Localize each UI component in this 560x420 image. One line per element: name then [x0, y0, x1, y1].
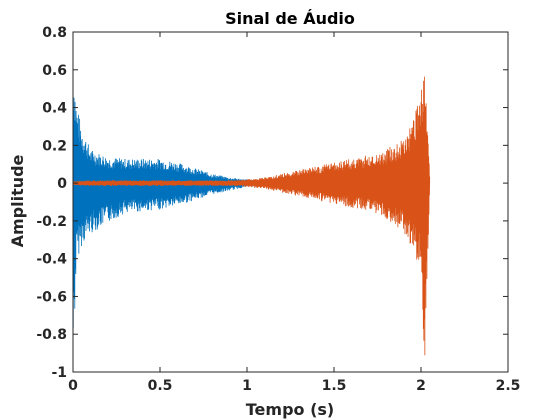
- y-tick-label: -0.4: [36, 252, 67, 268]
- plot-area: 0 0.5 1 1.5 2 2.5 -1 -0.8 -0.6 -0.4 -0.2 0 0.2 0.4 0.…: [36, 25, 520, 394]
- y-tick-label: -0.8: [36, 327, 67, 343]
- x-axis: 0 0.5 1 1.5 2 2.5: [68, 32, 520, 394]
- x-tick-label: 2.5: [496, 378, 521, 394]
- series-layer: [72, 76, 431, 356]
- series-2-waveform: [72, 76, 431, 356]
- x-tick-label: 0: [68, 378, 78, 394]
- x-tick-label: 1.5: [322, 378, 347, 394]
- y-tick-label: -1: [51, 365, 67, 381]
- x-tick-label: 1: [242, 378, 252, 394]
- axes-frame: [72, 31, 509, 373]
- y-tick-label: 0.6: [42, 63, 67, 79]
- chart-title: Sinal de Áudio: [225, 9, 355, 28]
- y-tick-label: 0.8: [42, 25, 67, 41]
- x-axis-label: Tempo (s): [246, 400, 334, 419]
- y-tick-label: 0.2: [42, 138, 67, 154]
- y-tick-label: 0.4: [42, 101, 67, 117]
- x-tick-label: 0.5: [148, 378, 173, 394]
- y-tick-label: 0: [57, 176, 67, 192]
- y-axis: -1 -0.8 -0.6 -0.4 -0.2 0 0.2 0.4 0.6 0.8: [36, 25, 508, 381]
- y-axis-label: Amplitude: [8, 154, 27, 247]
- x-tick-label: 2: [416, 378, 426, 394]
- y-tick-label: -0.2: [36, 214, 67, 230]
- y-tick-label: -0.6: [36, 289, 67, 305]
